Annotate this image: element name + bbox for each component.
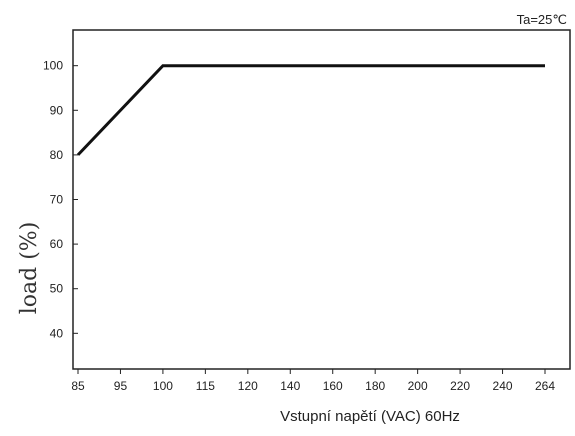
y-tick-label: 100	[43, 59, 63, 73]
x-tick-label: 95	[114, 379, 128, 393]
x-tick-label: 115	[196, 379, 215, 393]
x-tick-label: 100	[153, 379, 173, 393]
y-axis-ticks: 40 50 60 70 80 90 100	[43, 59, 78, 340]
x-tick-label: 160	[323, 379, 343, 393]
x-tick-label: 220	[450, 379, 470, 393]
x-axis-label: Vstupní napětí (VAC) 60Hz	[280, 408, 460, 425]
y-axis-label: load (%)	[17, 222, 42, 315]
x-tick-label: 180	[365, 379, 385, 393]
series-line	[76, 64, 545, 156]
y-tick-label: 90	[50, 103, 64, 117]
x-tick-label: 85	[71, 379, 85, 393]
x-tick-label: 264	[535, 379, 555, 393]
x-axis-ticks: 85 95 100 115 120 140 160 180 200 220 240 264	[71, 369, 555, 393]
y-tick-label: 60	[50, 237, 64, 251]
x-tick-label: 120	[238, 379, 258, 393]
y-tick-label: 70	[50, 193, 64, 207]
y-tick-label: 50	[50, 282, 64, 296]
ambient-temperature-note: Ta=25℃	[517, 12, 567, 27]
x-tick-label: 240	[493, 379, 513, 393]
x-tick-label: 200	[408, 379, 428, 393]
x-tick-label: 140	[280, 379, 300, 393]
y-tick-label: 40	[50, 326, 64, 340]
y-tick-label: 80	[50, 148, 64, 162]
